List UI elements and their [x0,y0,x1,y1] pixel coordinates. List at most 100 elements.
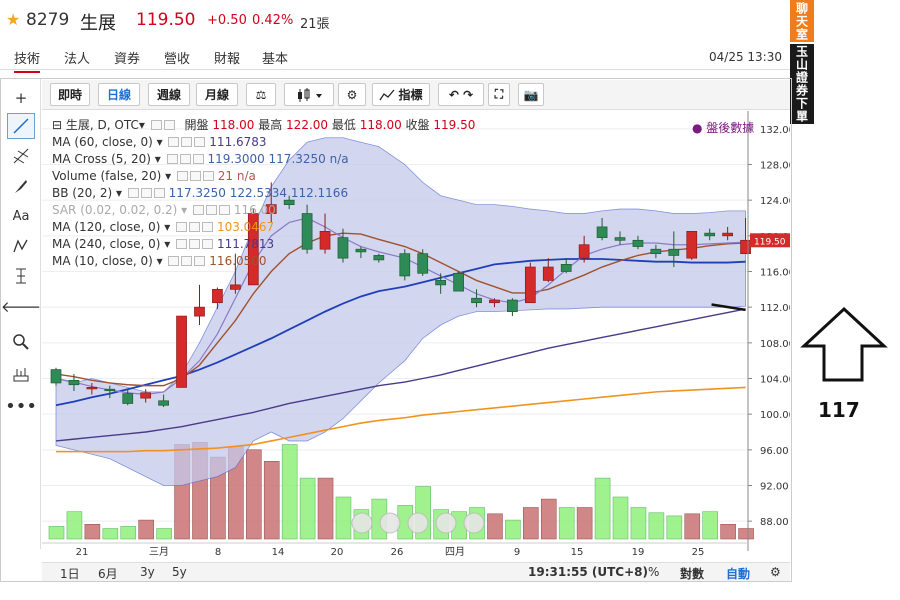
text-tool-icon[interactable]: Aa [12,208,30,224]
volume-bar [612,496,629,540]
legend-sar[interactable]: SAR (0.02, 0.02, 0.2) ▾ 116.00 [52,203,276,217]
auto-scale-toggle[interactable]: 自動 [726,567,751,581]
ruler-icon[interactable] [7,361,35,387]
compare-icon[interactable]: ⚖ [246,83,276,106]
legend-ma10[interactable]: MA (10, close, 0) ▾ 116.0500 [52,254,267,268]
moving-average-lines [55,217,746,453]
tab-margin[interactable]: 資券 [114,52,141,67]
range-1d-button[interactable]: 1日 [60,567,80,581]
price-change: +0.50 [207,13,247,28]
candle-body [319,231,331,250]
favorite-star-icon[interactable]: ★ [6,10,21,29]
volume-bar [299,477,316,540]
candle-body [596,226,608,238]
tab-basic[interactable]: 基本 [262,52,289,67]
volume-bar [281,444,298,540]
ma240-line [55,308,746,442]
ma10-line [55,232,746,387]
y-tick-label: 124.00 [760,196,790,207]
settings-icon[interactable] [163,120,175,130]
candle-body [122,393,134,404]
percent-toggle[interactable]: % [648,565,660,579]
candle-body [704,232,716,237]
undo-redo-buttons[interactable]: ↶ ↷ [438,83,484,106]
chart-bottom-bar: 1日 6月 3y 5y 19:31:55 (UTC+8) % 對數 自動 ⚙ [42,562,790,581]
up-arrow-annotation [800,306,888,382]
nav-button [407,512,429,534]
volume-bar [720,523,736,540]
nav-button [463,512,485,534]
indicators-button[interactable]: 指標 [372,83,430,106]
trend-line-icon[interactable] [7,113,35,139]
quote-timestamp: 04/25 13:30 [709,50,782,64]
monthly-button[interactable]: 月線 [196,83,238,106]
tab-financials[interactable]: 財報 [214,52,241,67]
legend-volume[interactable]: Volume (false, 20) ▾ 21 n/a [52,169,256,183]
brush-icon[interactable] [7,173,35,199]
eye-icon[interactable] [150,120,162,130]
volume-bar [317,477,334,540]
candle-body [301,213,313,250]
range-6m-button[interactable]: 6月 [98,567,118,581]
candle-body [399,253,411,277]
intraday-button[interactable]: 即時 [50,83,90,106]
volume-bar [138,519,154,540]
x-tick-label: 三月 [149,546,169,558]
measure-icon[interactable] [7,263,35,289]
x-tick-label: 15 [571,547,584,558]
volume-bar [558,507,575,540]
volume-bar [684,513,701,540]
candle-body [68,379,80,386]
tab-revenue[interactable]: 營收 [164,52,191,67]
range-3y-button[interactable]: 3y [140,565,155,579]
settings-gear-icon[interactable]: ⚙ [338,83,366,106]
legend-ma60[interactable]: MA (60, close, 0) ▾ 111.6783 [52,135,267,149]
collapse-icon[interactable]: ⊟ [52,118,63,132]
ma60-line [55,258,746,407]
low-label: 最低 [331,118,356,132]
y-tick-label: 132.00 [760,125,790,136]
legend-ma-cross[interactable]: MA Cross (5, 20) ▾ 119.3000 117.3250 n/a [52,152,349,166]
volume-bar [66,511,83,540]
volume-bar [48,526,65,540]
nav-button [379,512,401,534]
candle-body [337,237,349,259]
price-chart[interactable]: 132.00128.00124.00120.00116.00112.00108.… [42,111,795,561]
clock: 19:31:55 (UTC+8) [528,565,648,579]
weekly-button[interactable]: 週線 [148,83,190,106]
camera-icon[interactable]: 📷 [518,83,544,106]
bottom-settings-icon[interactable]: ⚙ [770,565,781,579]
chat-room-button[interactable]: 聊天室 [790,0,814,42]
legend-ma240[interactable]: MA (240, close, 0) ▾ 111.7813 [52,237,275,251]
zoom-icon[interactable] [7,329,35,355]
fullscreen-icon[interactable]: ⛶ [488,83,510,106]
legend-ma120[interactable]: MA (120, close, 0) ▾ 103.0467 [52,220,275,234]
broker-order-button[interactable]: 玉山證券下單 [790,44,814,124]
daily-button[interactable]: 日線 [98,83,140,106]
candle-body [265,204,277,214]
arrow-left-icon[interactable]: 🡐 [0,297,42,316]
last-price-label: 119.50 [754,237,786,247]
legend-bb[interactable]: BB (20, 2) ▾ 117.3250 122.5334 112.1166 [52,186,349,200]
candle-body [176,315,187,388]
candle-body [740,239,751,255]
y-tick-label: 100.00 [760,410,790,421]
fibonacci-icon[interactable] [7,143,35,169]
y-tick-label: 92.00 [760,482,789,493]
more-options-icon[interactable]: ••• [5,395,37,417]
pattern-icon[interactable] [7,233,35,259]
candle-type-button[interactable] [284,83,334,106]
trendline [711,303,746,312]
log-toggle[interactable]: 對數 [680,567,705,581]
x-tick-label: 20 [331,547,344,558]
legend-symbol[interactable]: 生展, D, OTC [65,118,139,132]
quote-header: ★ 8279 生展 119.50 +0.50 0.42% 21張 [0,0,790,40]
range-5y-button[interactable]: 5y [172,565,187,579]
tab-technical[interactable]: 技術 [14,48,41,73]
low-value: 118.00 [359,118,402,132]
crosshair-icon[interactable]: + [14,89,28,107]
tab-institutional[interactable]: 法人 [64,52,91,67]
x-tick-label: 19 [632,547,645,558]
after-hours-link[interactable]: ● 盤後數據 [692,121,755,135]
volume-bar [666,515,683,540]
